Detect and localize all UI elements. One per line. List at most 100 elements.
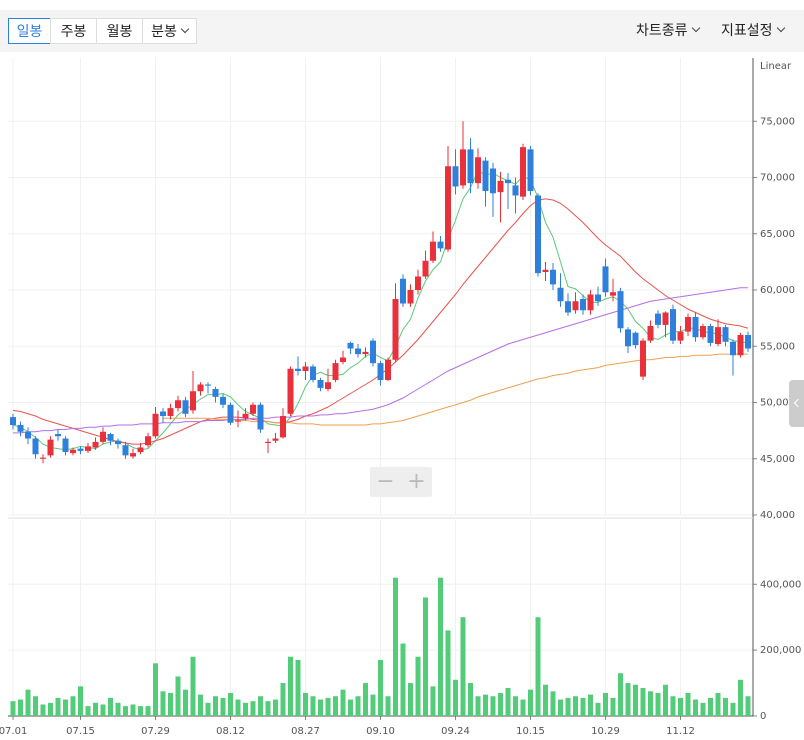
candle-body xyxy=(550,269,556,285)
candle-body xyxy=(10,417,16,425)
volume-bar xyxy=(715,692,721,716)
candle-body xyxy=(100,431,106,442)
y-tick-label: 75,000 xyxy=(760,116,795,127)
volume-bar xyxy=(33,696,38,716)
candle-body xyxy=(580,299,586,311)
volume-bar xyxy=(160,691,166,716)
volume-bar xyxy=(280,683,286,716)
candle-body xyxy=(445,166,451,250)
volume-bar xyxy=(115,702,121,716)
volume-bar xyxy=(738,679,743,716)
volume-bar xyxy=(693,699,698,716)
menu-button[interactable]: 지표설정 xyxy=(721,18,784,44)
y-tick-label: 45,000 xyxy=(760,454,795,465)
toolbar: 일봉 주봉 월봉 분봉 차트종류 지표설정 xyxy=(0,10,804,52)
zoom-control: − + xyxy=(370,467,432,497)
volume-bar xyxy=(303,692,308,716)
volume-bar xyxy=(558,699,563,716)
menu-button[interactable]: 차트종류 xyxy=(636,18,699,44)
volume-bar xyxy=(595,702,601,716)
candle-body xyxy=(145,436,151,446)
candle-body xyxy=(670,309,676,341)
volume-bar xyxy=(85,706,91,716)
candle-body xyxy=(242,413,249,419)
candle-body xyxy=(565,301,571,313)
period-button[interactable]: 분봉 xyxy=(142,18,197,44)
volume-bar xyxy=(78,686,83,716)
candle-body xyxy=(167,408,174,416)
candle-body xyxy=(400,278,406,304)
volume-bar xyxy=(355,696,361,716)
candle-body xyxy=(205,384,211,386)
candle-body xyxy=(505,179,511,184)
period-button[interactable]: 월봉 xyxy=(96,18,143,44)
volume-bar xyxy=(685,692,691,716)
side-panel-toggle[interactable] xyxy=(789,380,804,427)
volume-bar xyxy=(220,697,226,716)
volume-bar xyxy=(273,699,278,716)
volume-bar xyxy=(550,691,556,716)
zoom-in[interactable]: + xyxy=(407,469,426,494)
candle-body xyxy=(542,269,549,272)
volume-bar xyxy=(258,696,263,716)
y-tick-label: 400,000 xyxy=(760,579,801,590)
volume-bar xyxy=(340,689,346,716)
candle-body xyxy=(452,166,459,187)
volume-bar xyxy=(520,699,526,716)
volume-bar xyxy=(543,684,548,716)
candle-body xyxy=(700,326,706,338)
volume-bar xyxy=(505,688,511,716)
volume-bar xyxy=(625,683,631,716)
x-tick-label: 07.01 xyxy=(0,726,27,737)
ma-line xyxy=(12,170,749,451)
volume-bar xyxy=(130,704,136,716)
volume-bar xyxy=(490,696,496,716)
candle-body xyxy=(92,441,99,448)
candle-body xyxy=(482,160,489,191)
candle-body xyxy=(557,287,564,302)
x-tick-label: 09.24 xyxy=(441,726,470,737)
candle-body xyxy=(197,384,204,392)
volume-bar xyxy=(310,696,316,716)
volume-bar xyxy=(633,684,638,716)
x-tick-label: 10.29 xyxy=(591,726,620,737)
ma-line xyxy=(13,287,748,434)
volume-bar xyxy=(175,676,181,716)
candle-body xyxy=(407,290,414,304)
volume-bar xyxy=(580,697,586,716)
candle-body xyxy=(235,420,241,422)
volume-bar xyxy=(708,697,713,716)
candle-body xyxy=(662,312,669,325)
volume-bar xyxy=(108,697,113,716)
candle-body xyxy=(647,326,654,341)
y-tick-label: 40,000 xyxy=(760,510,795,521)
candle-body xyxy=(250,404,256,414)
candle-body xyxy=(17,425,24,432)
y-tick-label: 70,000 xyxy=(760,173,795,184)
candle-body xyxy=(677,331,684,341)
candle-body xyxy=(160,411,166,416)
candle-body xyxy=(70,449,76,454)
candle-body xyxy=(227,404,234,423)
volume-bar xyxy=(235,699,241,716)
candle-body xyxy=(715,327,721,344)
volume-bar xyxy=(48,702,53,716)
volume-bar xyxy=(168,692,173,716)
volume-bar xyxy=(183,689,188,716)
volume-bar xyxy=(663,684,668,716)
candle-body xyxy=(347,342,354,349)
candle-body xyxy=(122,445,129,456)
volume-bar xyxy=(213,696,218,716)
volume-bar xyxy=(415,656,421,716)
volume-bar xyxy=(430,686,436,716)
zoom-out[interactable]: − xyxy=(376,469,395,494)
volume-bar xyxy=(468,683,473,716)
y-tick-label: 55,000 xyxy=(760,341,795,352)
candle-body xyxy=(520,147,526,197)
period-button[interactable]: 일봉 xyxy=(8,18,51,44)
volume-bar xyxy=(438,577,443,716)
x-tick-label: 08.12 xyxy=(216,726,245,737)
candle-body xyxy=(692,317,699,338)
